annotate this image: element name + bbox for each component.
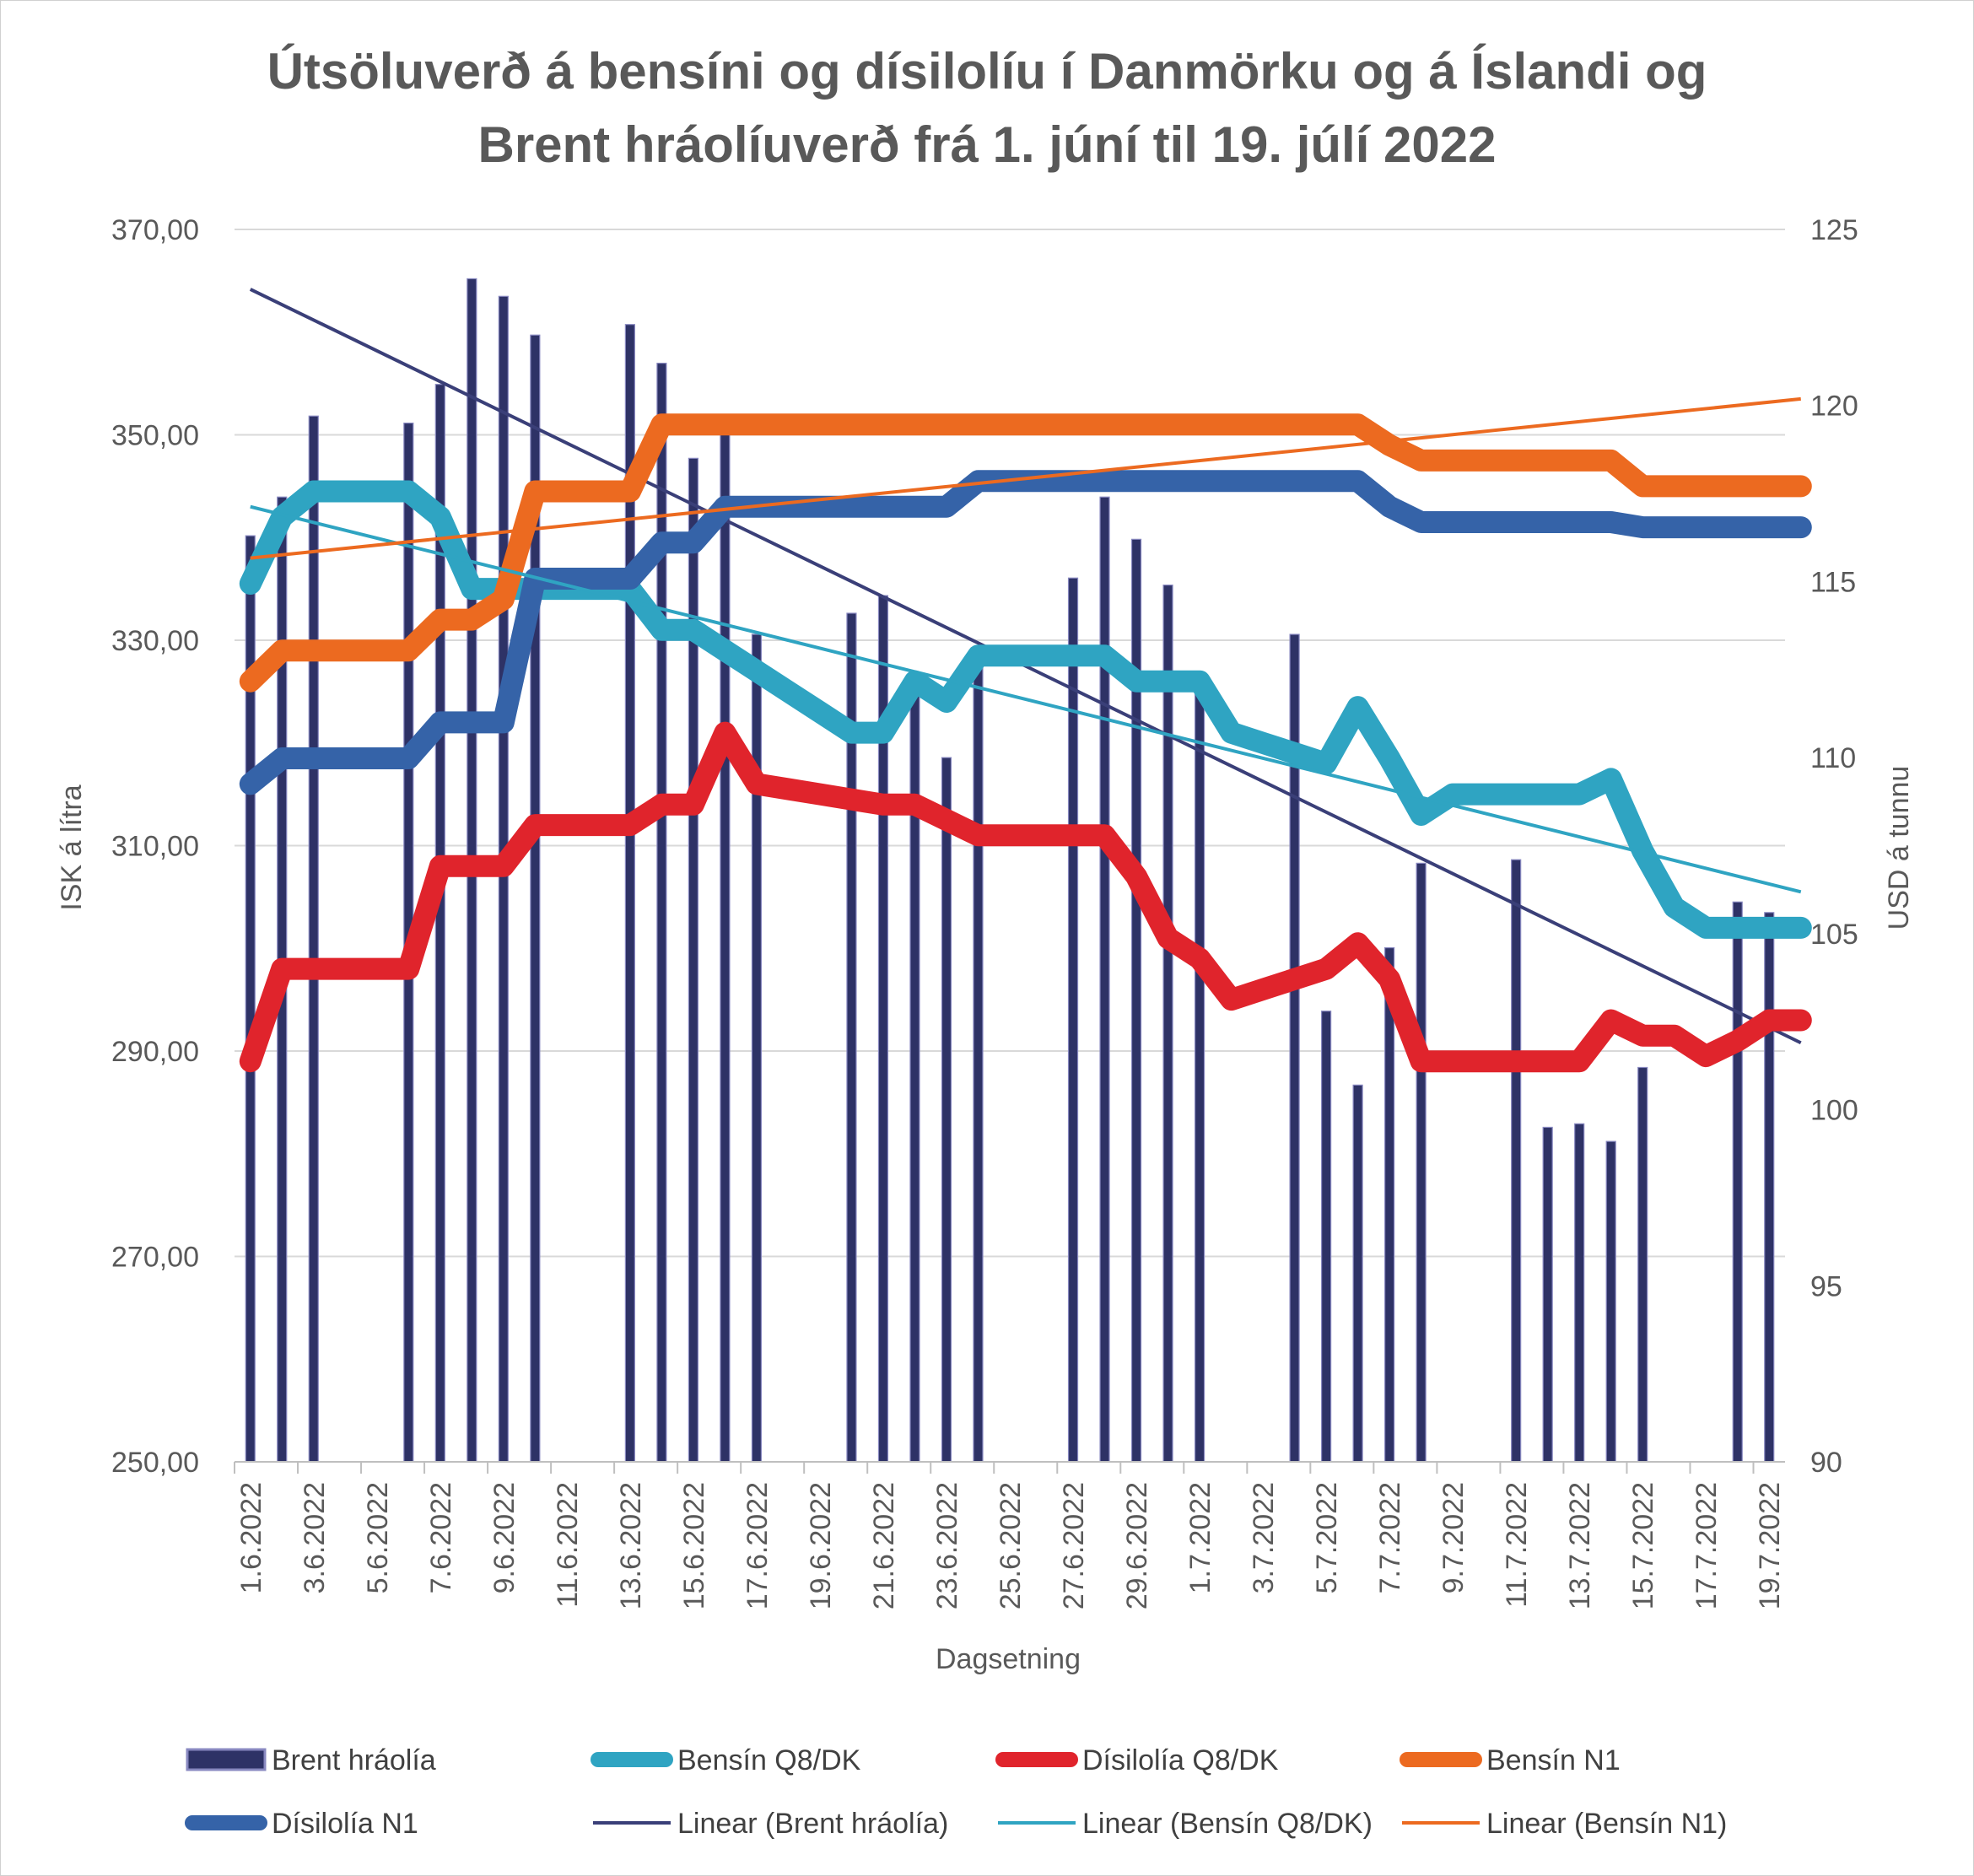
y-left-tick-label: 350,00 <box>111 420 199 452</box>
x-tick-label: 17.7.2022 <box>1691 1482 1723 1609</box>
x-tick-label: 17.6.2022 <box>742 1482 774 1609</box>
series-line <box>239 413 1812 693</box>
x-tick-label: 13.6.2022 <box>615 1482 647 1609</box>
brent-bar <box>688 457 698 1463</box>
y-left-tick-label: 370,00 <box>111 214 199 246</box>
x-tick-label: 9.6.2022 <box>488 1482 520 1593</box>
x-tick-label: 13.7.2022 <box>1564 1482 1596 1609</box>
y-axis-right-title: USD á tunnu <box>1883 766 1915 930</box>
brent-bar <box>973 651 984 1463</box>
legend-item: Linear (Bensín Q8/DK) <box>998 1808 1373 1840</box>
brent-bar <box>1162 585 1173 1463</box>
x-tick-label: 25.6.2022 <box>995 1482 1027 1609</box>
series-lines <box>239 413 1812 1073</box>
trendline <box>250 396 1801 560</box>
trendlines-other <box>250 396 1802 894</box>
y-right-tick-label: 125 <box>1810 214 1858 246</box>
x-tick-label: 1.6.2022 <box>235 1482 267 1593</box>
trendline <box>250 504 1802 894</box>
y-right-tick-label: 110 <box>1810 742 1856 774</box>
x-tick-label: 19.7.2022 <box>1754 1482 1786 1609</box>
legend-label: Bensín Q8/DK <box>677 1744 861 1776</box>
x-tick-label: 5.7.2022 <box>1311 1482 1343 1593</box>
y-left-tick-label: 270,00 <box>111 1242 199 1274</box>
chart-title-line-1: Útsöluverð á bensíni og dísilolíu í Danm… <box>267 43 1707 100</box>
legend-item: Dísilolía N1 <box>185 1808 418 1840</box>
x-tick-label: 15.6.2022 <box>678 1482 710 1609</box>
brent-bar <box>1764 912 1775 1463</box>
brent-bar <box>1321 1011 1332 1463</box>
legend-item: Bensín N1 <box>1400 1744 1621 1776</box>
legend-label: Linear (Brent hráolía) <box>677 1808 948 1840</box>
brent-bar <box>941 757 952 1463</box>
y-right-tick-label: 115 <box>1810 566 1856 598</box>
x-tick-label: 11.7.2022 <box>1501 1482 1533 1608</box>
legend-label: Dísilolía N1 <box>272 1808 418 1840</box>
x-axis <box>234 1461 1785 1474</box>
y-left-tick-label: 330,00 <box>111 625 199 657</box>
brent-bar <box>308 415 319 1463</box>
y-right-tick-label: 105 <box>1810 919 1858 951</box>
legend: Brent hráolía Bensín Q8/DK Dísilolía Q8/DK… <box>185 1744 1727 1840</box>
x-tick-label: 29.6.2022 <box>1121 1482 1153 1609</box>
x-tick-label: 21.6.2022 <box>868 1482 900 1609</box>
x-tick-label: 23.6.2022 <box>931 1482 963 1609</box>
chart-title: Útsöluverð á bensíni og dísilolíu í Danm… <box>267 43 1707 173</box>
x-axis-ticks: 1.6.2022 3.6.2022 5.6.2022 7.6.2022 9.6.2022… <box>235 1482 1786 1609</box>
x-tick-label: 11.6.2022 <box>552 1482 584 1608</box>
series-line <box>239 721 1812 1073</box>
legend-item: Linear (Brent hráolía) <box>593 1808 948 1840</box>
brent-bar <box>1416 862 1427 1463</box>
x-tick-label: 19.6.2022 <box>805 1482 837 1609</box>
legend-item: Brent hráolía <box>186 1744 436 1776</box>
series-line <box>239 470 1812 795</box>
x-axis-title: Dagsetning <box>936 1643 1081 1675</box>
legend-label: Dísilolía Q8/DK <box>1082 1744 1279 1776</box>
legend-label: Linear (Bensín Q8/DK) <box>1082 1808 1373 1840</box>
brent-bar <box>1574 1123 1585 1463</box>
x-tick-label: 7.7.2022 <box>1374 1482 1406 1593</box>
x-tick-label: 7.6.2022 <box>425 1482 457 1593</box>
y-right-tick-label: 100 <box>1810 1095 1858 1127</box>
brent-bar <box>1352 1084 1363 1463</box>
legend-label: Bensín N1 <box>1486 1744 1621 1776</box>
x-tick-label: 3.7.2022 <box>1248 1482 1280 1593</box>
y-axis-left-title: ISK á lítra <box>56 784 88 910</box>
legend-item: Dísilolía Q8/DK <box>995 1744 1279 1776</box>
brent-bar <box>498 295 509 1463</box>
y-axis-left-ticks: 250,00 270,00 290,00 310,00 330,00 350,00 370,… <box>111 214 199 1479</box>
x-tick-label: 15.7.2022 <box>1627 1482 1659 1609</box>
brent-bar <box>1511 859 1522 1463</box>
brent-bar <box>1099 496 1110 1463</box>
brent-bar <box>656 363 667 1463</box>
y-right-tick-label: 90 <box>1810 1447 1842 1479</box>
y-axis-right-ticks: 90 95 100 105 110 115 120 125 <box>1810 214 1858 1479</box>
x-tick-label: 5.6.2022 <box>362 1482 394 1593</box>
brent-bar <box>1637 1066 1648 1463</box>
legend-label: Brent hráolía <box>272 1744 436 1776</box>
y-left-tick-label: 310,00 <box>111 831 199 863</box>
y-right-tick-label: 95 <box>1810 1270 1842 1302</box>
brent-bar <box>1542 1126 1553 1463</box>
x-tick-label: 27.6.2022 <box>1058 1482 1090 1609</box>
chart-title-line-2: Brent hráolíuverð frá 1. júní til 19. jú… <box>477 116 1496 173</box>
x-tick-label: 1.7.2022 <box>1184 1482 1216 1593</box>
y-left-tick-label: 290,00 <box>111 1036 199 1068</box>
brent-bar <box>1194 676 1205 1463</box>
x-tick-label: 9.7.2022 <box>1437 1482 1470 1593</box>
y-right-tick-label: 120 <box>1810 391 1858 423</box>
y-left-tick-label: 250,00 <box>111 1447 199 1479</box>
brent-bar <box>1605 1140 1616 1463</box>
legend-item: Bensín Q8/DK <box>591 1744 861 1776</box>
brent-bar <box>1732 901 1743 1463</box>
legend-swatch <box>186 1748 267 1771</box>
legend-label: Linear (Bensín N1) <box>1486 1808 1727 1840</box>
x-tick-label: 3.6.2022 <box>299 1482 331 1593</box>
brent-bar <box>1384 946 1395 1463</box>
brent-bar <box>720 426 731 1463</box>
legend-item: Linear (Bensín N1) <box>1402 1808 1727 1840</box>
